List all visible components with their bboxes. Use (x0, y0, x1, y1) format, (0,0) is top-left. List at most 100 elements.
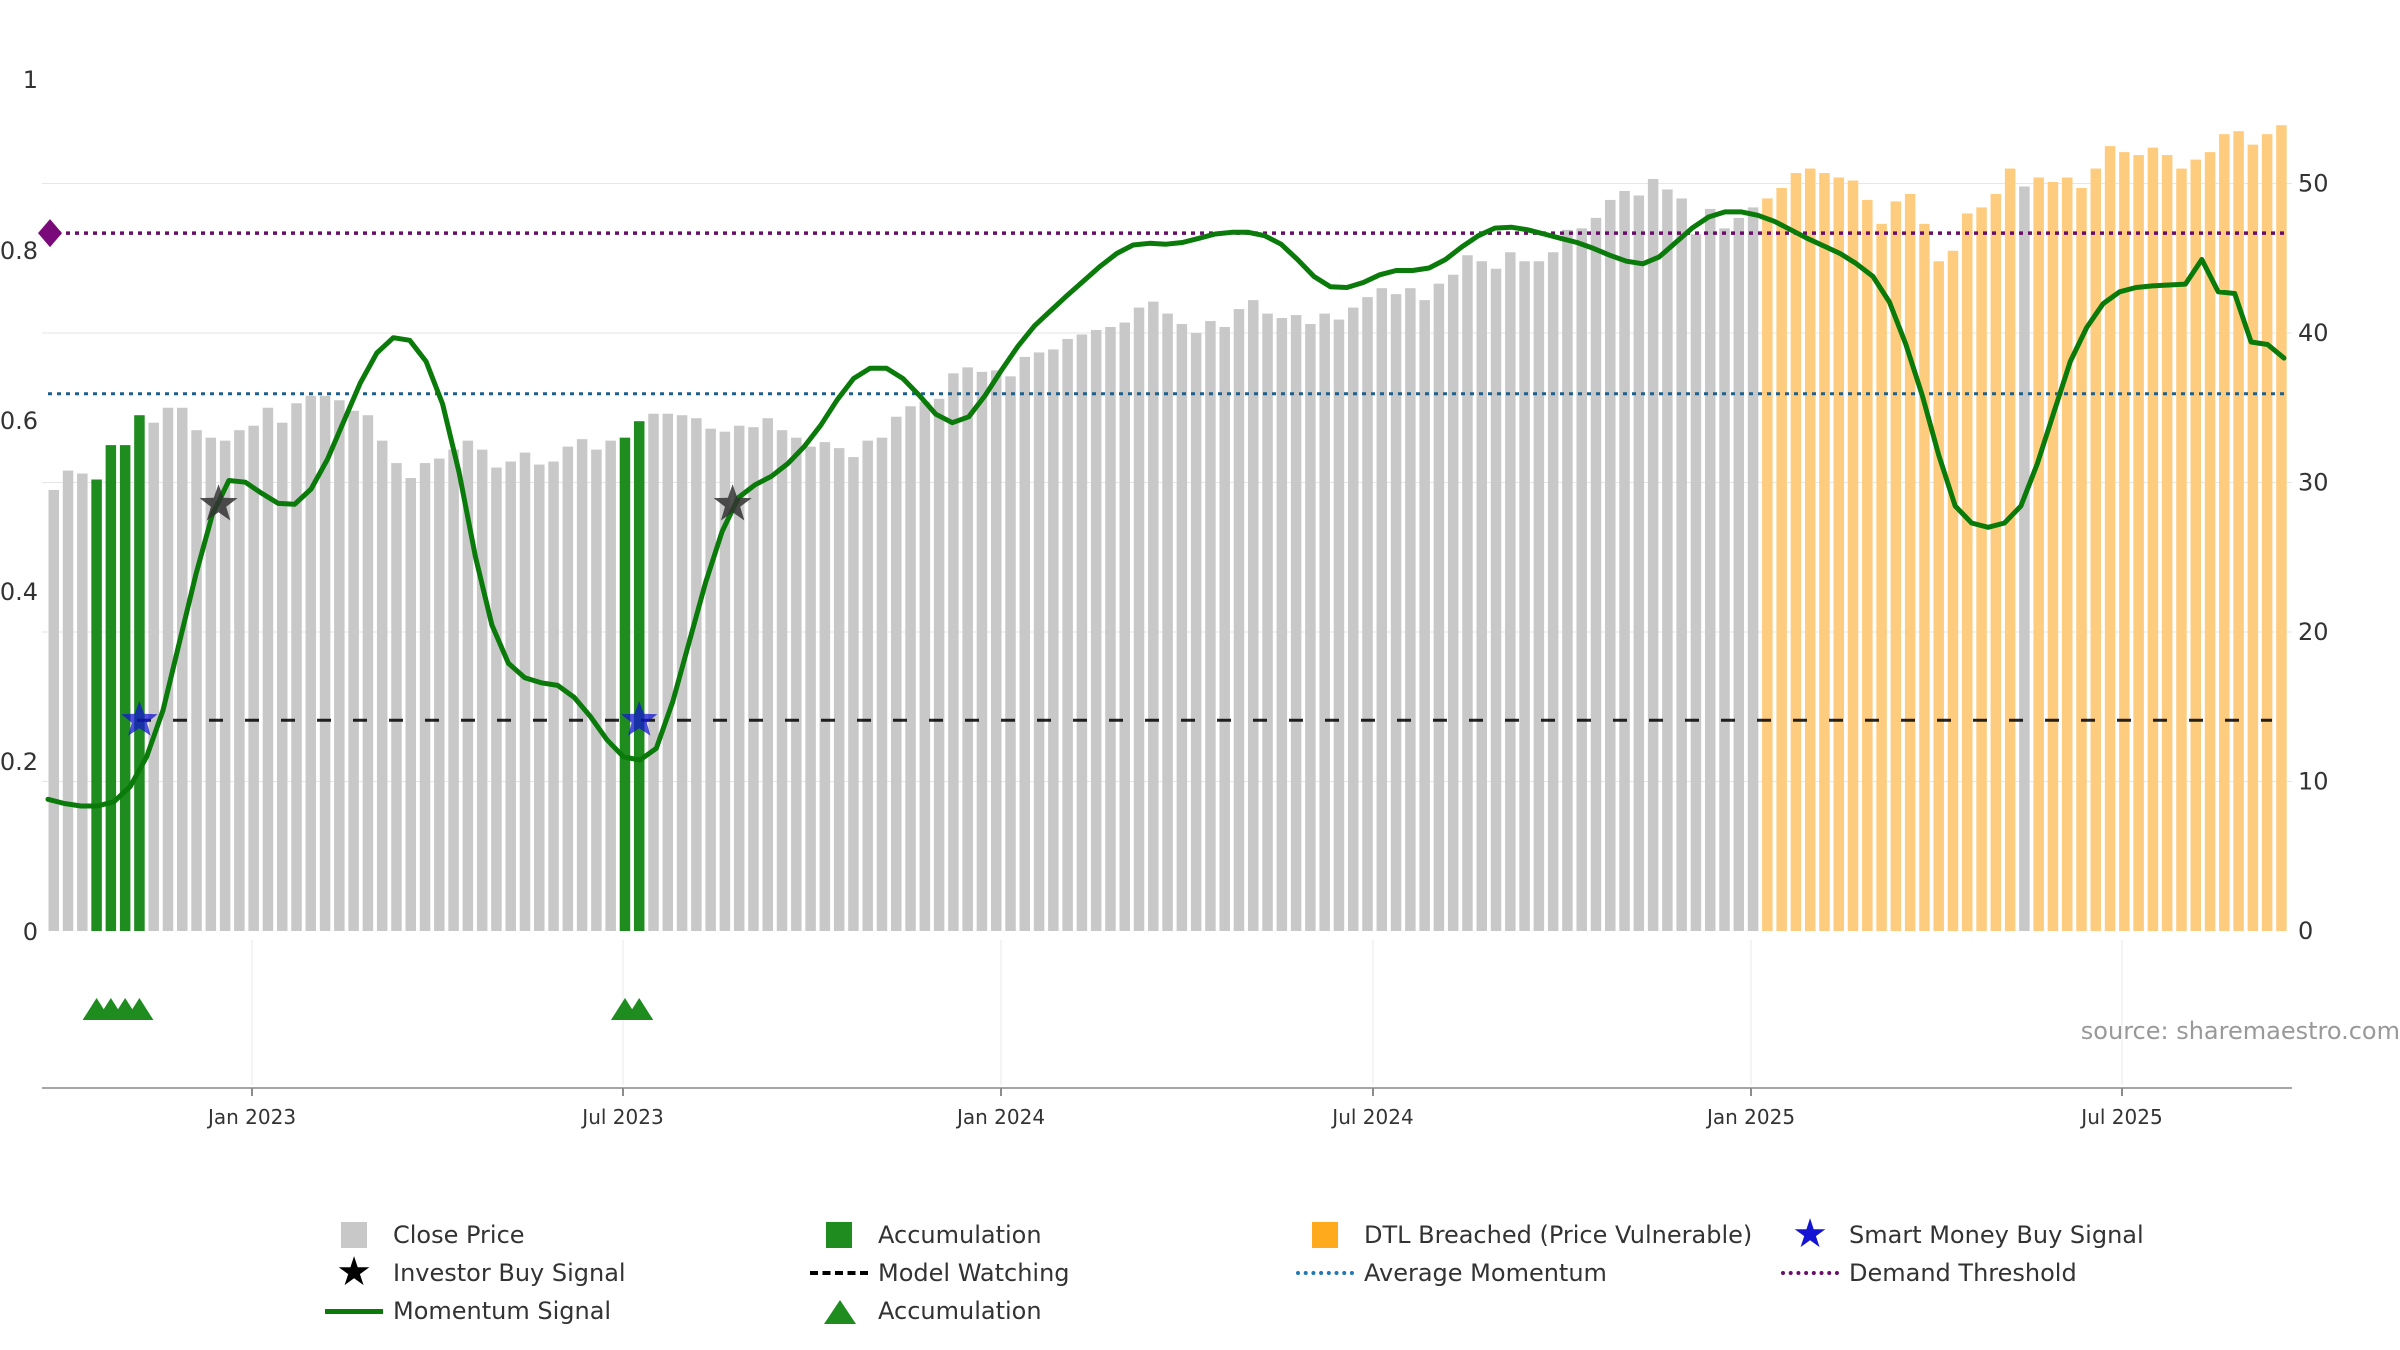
close-price-bar (791, 437, 802, 931)
close-price-bar (933, 398, 945, 931)
close-price-bar (1390, 294, 1402, 931)
investor-star-icon (713, 484, 752, 521)
close-price-bar (1033, 352, 1045, 931)
close-price-bar (276, 422, 288, 931)
momentum-signal (45, 209, 2287, 809)
close-price-bar (1290, 315, 1302, 931)
close-price-bar (1405, 288, 1416, 931)
close-price-bar (1747, 207, 1759, 932)
close-price-bar (1190, 333, 1202, 931)
close-price-bar (62, 470, 74, 931)
y-left-tick-label: 0 (23, 918, 38, 946)
close-price-bar (776, 430, 788, 931)
legend-label: Average Momentum (1364, 1259, 1607, 1287)
close-price-bar (319, 395, 331, 931)
close-price-bar (1733, 217, 1745, 931)
y-right-tick-label: 0 (2298, 917, 2313, 945)
legend-smart-money: ★ Smart Money Buy Signal (1781, 1212, 2144, 1256)
diamond-icon (38, 219, 62, 248)
y-right-tick-label: 50 (2298, 170, 2329, 198)
close-price-bar (1433, 283, 1445, 931)
close-price-bar (505, 461, 516, 931)
close-price-bar (1676, 198, 1687, 931)
close-price-bar (1719, 228, 1730, 932)
close-price-bar (1619, 190, 1630, 932)
accumulation-bar (91, 479, 102, 931)
dtl-bar (2176, 168, 2187, 932)
dtl-bar (1947, 250, 1959, 931)
close-price-bar (219, 440, 231, 931)
dtl-bar (1804, 168, 1816, 932)
close-price-bar (733, 425, 745, 931)
dtl-bar (2233, 131, 2244, 932)
close-price-bar (1476, 261, 1487, 931)
close-price-bar (434, 458, 445, 931)
x-tick-label: Jan 2024 (955, 1105, 1045, 1129)
close-price-bar (748, 427, 759, 931)
legend-label: Close Price (393, 1221, 525, 1249)
dtl-bar (2090, 168, 2102, 932)
close-price-bar (177, 407, 188, 931)
close-price-bar (1219, 327, 1230, 931)
close-price-bar (1347, 307, 1359, 932)
dtl-bar (2061, 177, 2073, 931)
investor-star-icon (199, 484, 238, 521)
close-price-bar (476, 449, 488, 931)
dtl-bar (1876, 223, 1887, 932)
legend-label: Momentum Signal (393, 1297, 612, 1325)
dtl-bar (2076, 187, 2087, 932)
close-price-bar (77, 473, 88, 931)
close-price-bar (648, 413, 659, 932)
star-icon: ★ (1792, 1211, 1828, 1257)
legend-label: Smart Money Buy Signal (1849, 1221, 2144, 1249)
dtl-bar (1862, 199, 1873, 931)
dtl-bar (1819, 173, 1830, 931)
close-price-bar (519, 452, 531, 931)
legend-label: Demand Threshold (1849, 1259, 2077, 1287)
close-price-bar (391, 463, 402, 931)
close-price-bar (405, 478, 416, 931)
dtl-bar (2276, 125, 2287, 931)
close-price-bar (2019, 186, 2030, 932)
close-price-bar (462, 440, 474, 931)
y-left-tick-label: 0.2 (0, 748, 38, 776)
close-price-bar (334, 400, 345, 931)
close-price-bar (148, 422, 159, 931)
dtl-bar (1976, 207, 1987, 932)
x-tick-label: Jan 2023 (206, 1105, 296, 1129)
close-price-bar (305, 395, 317, 931)
close-price-bar (1119, 322, 1130, 931)
momentum-line-swatch (325, 1309, 383, 1314)
dtl-bar (2133, 155, 2144, 932)
close-price-bar (1276, 318, 1288, 931)
legend-label: Investor Buy Signal (393, 1259, 626, 1287)
legend-average-momentum: Average Momentum (1296, 1254, 1607, 1292)
close-price-bar (1262, 313, 1273, 931)
close-price-bar (1519, 261, 1530, 931)
legend-dtl-breached: DTL Breached (Price Vulnerable) (1296, 1216, 1752, 1254)
momentum-line (45, 209, 2287, 809)
legend-accumulation-marker: Accumulation (810, 1292, 1042, 1330)
source-label: source: sharemaestro.com (2081, 1017, 2400, 1045)
close-price-bar (234, 430, 245, 931)
close-price-bar (691, 418, 702, 932)
close-price-bar (1590, 217, 1602, 931)
legend-demand-threshold: Demand Threshold (1781, 1254, 2077, 1292)
model-watching-swatch (810, 1271, 868, 1275)
dtl-bar (1890, 201, 1902, 931)
dtl-bar (2047, 182, 2059, 931)
close-price-bar (348, 410, 359, 931)
close-price-bar (805, 446, 816, 931)
close-price-bar (262, 407, 274, 931)
dtl-bar (2190, 159, 2201, 931)
dtl-bar (1962, 213, 1973, 931)
close-price-bar (1319, 313, 1330, 931)
legend-label: DTL Breached (Price Vulnerable) (1364, 1221, 1753, 1249)
axes: Jan 2023 Jul 2023 Jan 2024 Jul 2024 Jan 2025… (0, 66, 2329, 1129)
legend: Close Price ★ Investor Buy Signal Moment… (0, 1200, 2400, 1350)
close-price-bar (1505, 252, 1516, 931)
close-price-bar (1248, 300, 1259, 931)
close-price-bar (548, 461, 559, 931)
close-price-bar (1419, 300, 1430, 931)
dtl-bar (2247, 144, 2259, 931)
